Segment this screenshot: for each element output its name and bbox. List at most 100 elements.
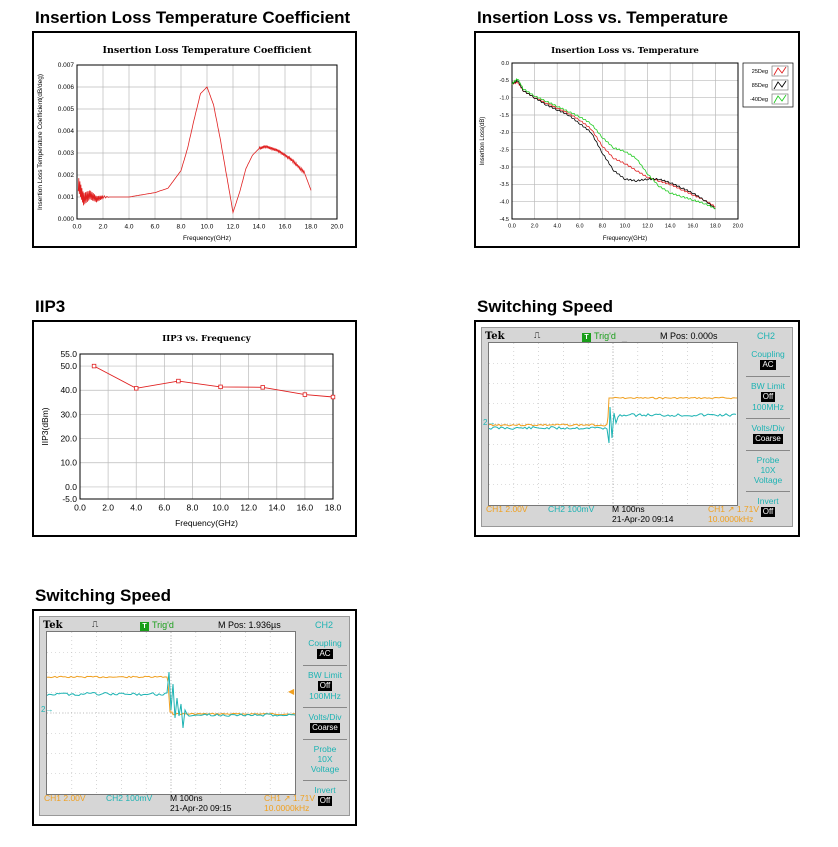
menu-item-invert[interactable]: Invert Off (744, 496, 792, 517)
scope-screen-2: Tek ⎍ T Trig'd M Pos: 1.936µs 2→ ◀ CH2 Co… (39, 616, 350, 816)
scope-panel-2: Tek ⎍ T Trig'd M Pos: 1.936µs 2→ ◀ CH2 Co… (32, 609, 357, 826)
ch2-waveform (47, 671, 295, 729)
x-tick-label: 18.0 (325, 503, 342, 513)
legend-label: -40Deg (750, 97, 768, 103)
trigger-pulse-icon: ⎍ (534, 330, 541, 340)
scope-date: 21-Apr-20 09:15 (170, 803, 232, 813)
menu-item-extra: Voltage (753, 475, 783, 485)
legend-label: 25Deg (752, 69, 768, 75)
trigger-level: CH1 ↗ 1.71V (708, 504, 760, 514)
x-tick-label: 14.0 (269, 503, 286, 513)
series-line (93, 365, 334, 398)
x-tick-label: 2.0 (98, 224, 107, 231)
x-tick-label: 16.0 (279, 224, 292, 231)
chart-panel-il-vs-temp: Insertion Loss vs. Temperature 0.0 2.0 4.0 6… (474, 31, 800, 248)
chart-title: Insertion Loss Temperature Coefficient (103, 45, 313, 56)
x-tick-label: 12.0 (227, 224, 240, 231)
scope-waveforms-2 (47, 632, 295, 794)
data-point (134, 386, 139, 391)
chart-title: Insertion Loss vs. Temperature (551, 46, 699, 56)
menu-item-probe[interactable]: Probe 10X Voltage (301, 744, 349, 774)
x-tick-label: 0.0 (74, 503, 86, 513)
x-tick-label: 0.0 (72, 224, 81, 231)
y-tick-label: -4.5 (500, 217, 509, 223)
menu-item-coupling[interactable]: Coupling AC (301, 638, 349, 659)
x-tick-label: 10.0 (201, 224, 214, 231)
menu-item-coupling[interactable]: Coupling AC (744, 349, 792, 370)
x-tick-label: 10.0 (212, 503, 229, 513)
series-line (77, 86, 312, 214)
legend-label: 85Deg (752, 83, 768, 89)
y-tick-label: 0.007 (58, 62, 75, 69)
menu-item-invert[interactable]: Invert Off (301, 785, 349, 806)
menu-item-label: Invert (314, 785, 336, 795)
x-tick-label: 8.0 (599, 224, 607, 230)
menu-item-value: Off (317, 681, 333, 691)
menu-item-value: Off (760, 507, 776, 517)
x-tick-label: 4.0 (553, 224, 561, 230)
chart-il-vs-temp: Insertion Loss vs. Temperature 0.0 2.0 4.0 6… (480, 46, 794, 242)
section-title-il-vs-temp: Insertion Loss vs. Temperature (477, 8, 728, 27)
menu-item-volts-div[interactable]: Volts/Div Coarse (301, 712, 349, 733)
x-tick-label: 20.0 (331, 224, 344, 231)
scope-side-menu-1: Coupling AC BW Limit Off 100MHz Volts/Div Coar… (744, 349, 792, 523)
ch2-scale: CH2 100mV (106, 793, 153, 803)
trigger-frequency: 10.0000kHz (708, 514, 754, 524)
y-tick-label: 0.006 (58, 84, 75, 91)
scope-side-menu-2: Coupling AC BW Limit Off 100MHz Volts/Div Coar… (301, 638, 349, 812)
trigger-frequency: 10.0000kHz (264, 803, 310, 813)
y-tick-label: 0.005 (58, 106, 75, 113)
menu-item-label: Volts/Div (751, 423, 785, 433)
x-axis-label: Frequency(GHz) (603, 236, 647, 242)
ch1-scale: CH1 2.00V (486, 504, 528, 514)
data-point (302, 392, 308, 397)
chart-panel-il-temp-coef: Insertion Loss Temperature Coefficient 0.… (32, 31, 357, 248)
menu-divider (303, 707, 347, 708)
menu-item-label: Coupling (308, 638, 342, 648)
chart-il-temp-coef: Insertion Loss Temperature Coefficient 0.… (37, 45, 344, 242)
menu-item-value: AC (760, 360, 776, 370)
scope-waveforms-1 (489, 343, 737, 505)
scope-date: 21-Apr-20 09:14 (612, 514, 674, 524)
y-tick-label: 55.0 (60, 349, 77, 359)
series-line-25deg (511, 80, 716, 208)
chart-iip3: IIP3 vs. Frequency 0.0 2.0 4.0 6.0 8.0 10.0 12.… (40, 334, 342, 528)
section-title-iip3: IIP3 (35, 297, 66, 316)
menu-item-label: Volts/Div (308, 712, 342, 722)
y-tick-label: 0.000 (58, 216, 75, 223)
y-tick-label: 0.002 (58, 172, 75, 179)
legend-swatch (773, 80, 787, 90)
menu-item-bw-limit[interactable]: BW Limit Off 100MHz (301, 670, 349, 701)
x-tick-label: 16.0 (297, 503, 314, 513)
x-tick-label: 8.0 (176, 224, 185, 231)
data-point (260, 385, 265, 390)
x-tick-label: 2.0 (531, 224, 539, 230)
scope-brand: Tek (43, 620, 63, 631)
ch1-waveform (47, 675, 295, 716)
trigger-level: CH1 ↗ 1.71V (264, 793, 316, 803)
y-tick-label: 0.004 (58, 128, 75, 135)
menu-item-value: 10X (317, 754, 333, 764)
scope-brand: Tek (485, 331, 505, 342)
ch1-ground-marker: ◀ (288, 687, 295, 696)
data-point (91, 363, 97, 369)
menu-divider (746, 491, 790, 492)
menu-divider (303, 780, 347, 781)
y-tick-label: -3.0 (500, 165, 509, 171)
menu-item-probe[interactable]: Probe 10X Voltage (744, 455, 792, 485)
x-tick-label: 20.0 (733, 224, 744, 230)
horizontal-position: M Pos: 1.936µs (218, 620, 281, 630)
section-title-switching-speed-2: Switching Speed (35, 586, 172, 605)
y-tick-label: 0.0 (501, 61, 509, 67)
legend-swatch (773, 66, 787, 76)
y-tick-label: 50.0 (60, 361, 77, 371)
y-tick-label: 0.001 (58, 194, 75, 201)
y-tick-label: 40.0 (60, 385, 77, 395)
ch1-waveform (489, 396, 737, 427)
x-tick-label: 18.0 (305, 224, 318, 231)
data-point (218, 384, 223, 390)
menu-item-label: Invert (757, 496, 779, 506)
x-tick-label: 0.0 (508, 224, 516, 230)
menu-item-volts-div[interactable]: Volts/Div Coarse (744, 423, 792, 444)
menu-item-bw-limit[interactable]: BW Limit Off 100MHz (744, 381, 792, 412)
